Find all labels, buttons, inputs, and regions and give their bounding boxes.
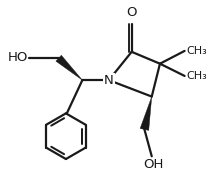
Text: HO: HO (8, 51, 28, 64)
Text: CH₃: CH₃ (186, 46, 207, 56)
Text: OH: OH (143, 158, 164, 171)
Text: CH₃: CH₃ (186, 71, 207, 81)
Text: N: N (104, 74, 114, 87)
Polygon shape (140, 97, 152, 130)
Polygon shape (56, 55, 82, 80)
Text: O: O (126, 6, 137, 19)
